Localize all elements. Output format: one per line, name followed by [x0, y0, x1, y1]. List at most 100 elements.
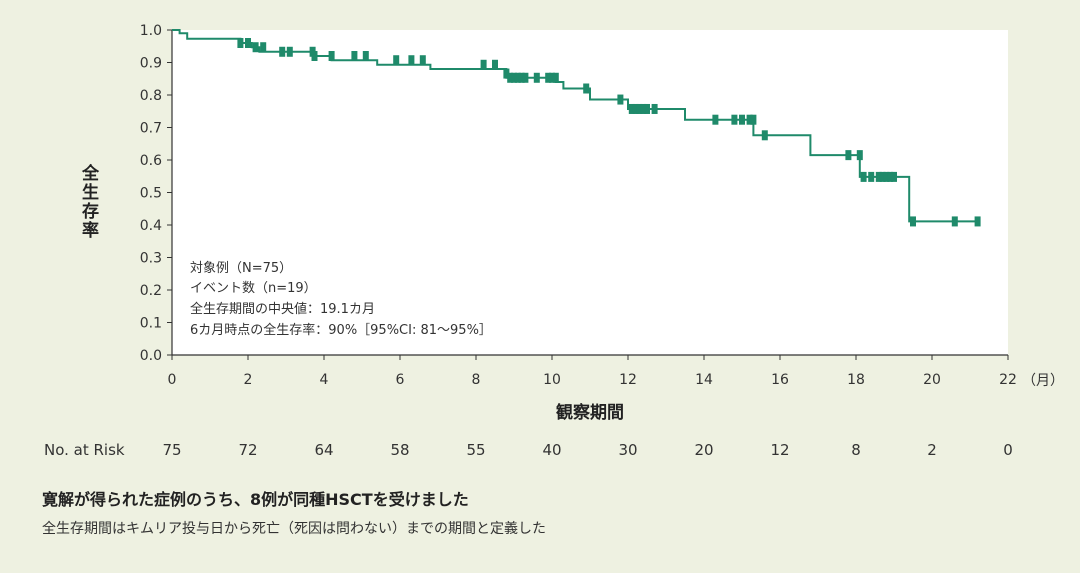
censor-mark	[237, 38, 244, 48]
censor-mark	[480, 59, 487, 70]
risk-value: 8	[851, 441, 861, 459]
censor-mark	[419, 55, 426, 66]
annotation-n: 対象例（N=75）	[190, 261, 292, 276]
censor-mark	[408, 55, 415, 66]
censor-mark	[651, 103, 658, 114]
censor-marks	[237, 38, 981, 227]
censor-mark	[328, 51, 335, 61]
censor-mark	[640, 103, 647, 114]
x-tick-label: 18	[847, 372, 865, 388]
censor-mark	[910, 216, 916, 227]
y-tick-label: 0.7	[140, 121, 162, 137]
risk-value: 0	[1003, 441, 1013, 459]
censor-mark	[511, 72, 517, 83]
censor-mark	[951, 216, 958, 227]
summary-annotations: 対象例（N=75） イベント数（n=19） 全生存期間の中央値：19.1カ月 6…	[190, 261, 492, 338]
censor-mark	[617, 94, 624, 105]
y-axis-title: 全生存率	[78, 163, 100, 240]
x-tick-label: 20	[923, 372, 941, 388]
censor-mark	[868, 171, 875, 182]
censor-mark	[362, 51, 369, 61]
x-tick-label: 12	[619, 372, 637, 388]
y-tick-label: 0.1	[140, 316, 162, 332]
risk-value: 20	[694, 441, 713, 459]
x-tick-label: 2	[244, 372, 253, 388]
y-tick-label: 0.2	[140, 283, 162, 299]
censor-mark	[492, 59, 498, 70]
y-tick-label: 0.5	[140, 186, 162, 202]
y-tick-label: 0.3	[140, 251, 162, 267]
censor-mark	[628, 103, 635, 114]
censor-mark	[644, 103, 650, 114]
plot-area	[172, 30, 1008, 355]
censor-mark	[503, 68, 510, 79]
km-chart: 0.0 0.1 0.2 0.3 0.4 0.5 0.6 0.7 0.8 0.9 1.0 0 2 4 6 8 1…	[44, 23, 1064, 459]
censor-mark	[883, 171, 890, 182]
censor-mark	[311, 51, 318, 61]
censor-mark	[761, 130, 768, 141]
x-axis: 0 2 4 6 8 10 12 14 16 18 20 22	[168, 355, 1017, 388]
x-axis-title: 観察期間	[556, 402, 624, 423]
censor-mark	[731, 114, 738, 125]
y-tick-label: 0.9	[140, 56, 162, 72]
y-tick-label: 1.0	[140, 23, 162, 39]
censor-mark	[632, 103, 639, 114]
x-tick-label: 6	[396, 372, 405, 388]
risk-value: 58	[390, 441, 409, 459]
censor-mark	[712, 114, 719, 125]
y-tick-label: 0.6	[140, 153, 162, 169]
censor-mark	[856, 150, 863, 161]
annotation-events: イベント数（n=19）	[190, 281, 317, 296]
annotation-median: 全生存期間の中央値：19.1カ月	[190, 301, 375, 317]
risk-value: 12	[770, 441, 789, 459]
censor-mark	[750, 114, 757, 125]
risk-value: 40	[542, 441, 561, 459]
censor-mark	[879, 171, 886, 182]
censor-mark	[636, 103, 643, 114]
censor-mark	[860, 171, 867, 182]
risk-value: 30	[618, 441, 637, 459]
censor-mark	[279, 46, 286, 57]
censor-mark	[875, 171, 882, 182]
risk-value: 64	[314, 441, 333, 459]
risk-table: No. at Risk 75 72 64 58 55 40 30 20 12 8 2 0	[44, 441, 1013, 459]
censor-mark	[739, 114, 745, 125]
censor-mark	[887, 171, 894, 182]
censor-mark	[845, 150, 852, 161]
y-tick-label: 0.8	[140, 88, 162, 104]
risk-value: 2	[927, 441, 937, 459]
risk-values: 75 72 64 58 55 40 30 20 12 8 2 0	[162, 441, 1012, 459]
y-tick-label: 0.4	[140, 218, 162, 234]
censor-mark	[514, 72, 521, 83]
y-axis: 0.0 0.1 0.2 0.3 0.4 0.5 0.6 0.7 0.8 0.9 1.0	[140, 23, 172, 364]
censor-mark	[518, 72, 525, 83]
annotation-6month: 6カ月時点の全生存率：90%［95%CI: 81～95%］	[190, 322, 492, 338]
x-tick-label: 14	[695, 372, 713, 388]
footer-title: 寛解が得られた症例のうち、8例が同種HSCTを受けました	[42, 490, 469, 509]
risk-value: 55	[466, 441, 485, 459]
censor-mark	[351, 51, 358, 61]
x-tick-label: 8	[472, 372, 481, 388]
x-tick-label: 10	[543, 372, 561, 388]
risk-table-label: No. at Risk	[44, 441, 125, 459]
censor-mark	[260, 42, 267, 53]
x-tick-label: 0	[168, 372, 177, 388]
censor-mark	[286, 46, 293, 57]
risk-value: 72	[238, 441, 257, 459]
censor-mark	[533, 72, 540, 83]
x-tick-label: 22	[999, 372, 1017, 388]
censor-mark	[522, 72, 529, 83]
censor-mark	[252, 42, 259, 53]
x-tick-label: 16	[771, 372, 789, 388]
censor-mark	[507, 72, 514, 83]
censor-mark	[746, 114, 753, 125]
censor-mark	[974, 216, 981, 227]
censor-mark	[545, 72, 552, 83]
censor-mark	[891, 171, 897, 182]
y-tick-label: 0.0	[140, 348, 162, 364]
censor-mark	[393, 55, 400, 66]
censor-mark	[549, 72, 555, 83]
x-tick-label: 4	[320, 372, 329, 388]
censor-mark	[552, 72, 559, 83]
